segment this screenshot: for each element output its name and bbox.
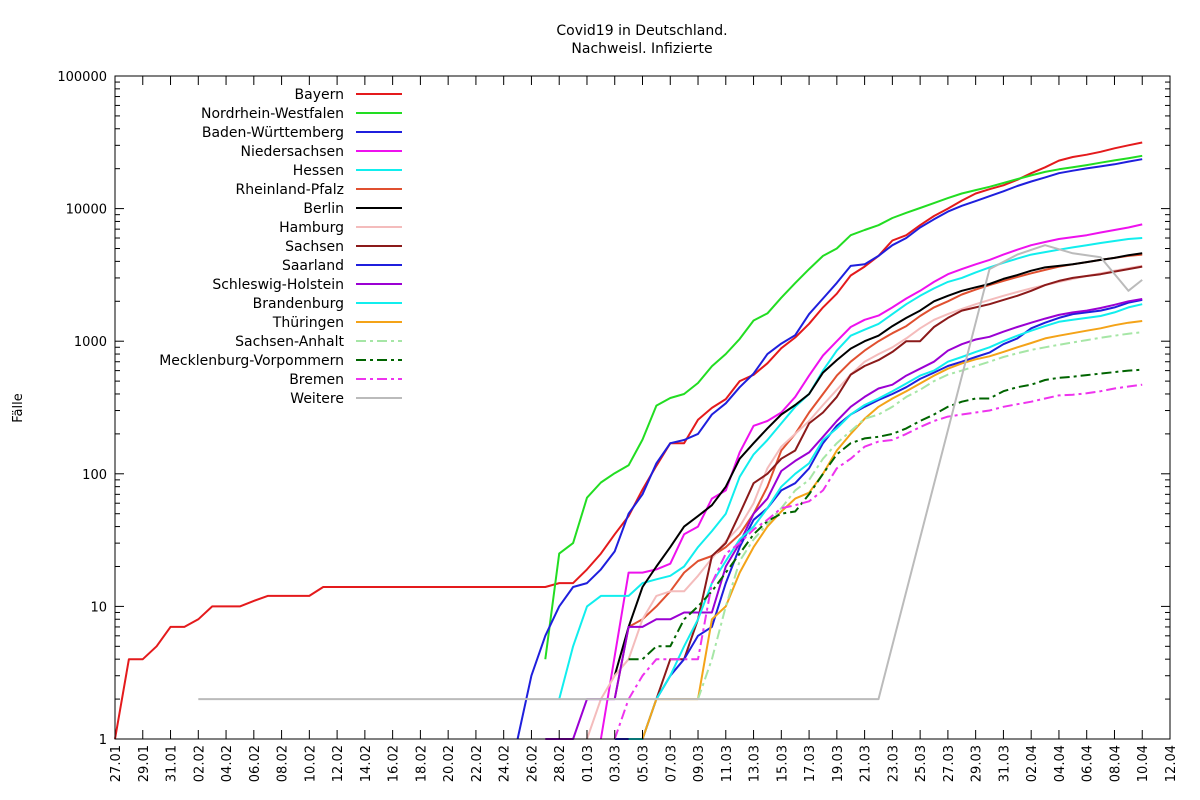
plot-frame bbox=[114, 75, 1171, 740]
x-tick-label: 01.03 bbox=[581, 745, 596, 782]
x-tick-label: 26.02 bbox=[525, 745, 540, 782]
x-tick-label: 20.02 bbox=[442, 745, 457, 782]
x-tick-label: 06.04 bbox=[1081, 745, 1096, 782]
x-tick-label: 31.03 bbox=[997, 745, 1012, 782]
x-tick-label: 08.04 bbox=[1108, 745, 1123, 782]
x-tick-label: 13.03 bbox=[748, 745, 763, 782]
x-tick-label: 10.02 bbox=[303, 745, 318, 782]
chart-title: Covid19 in Deutschland. bbox=[556, 23, 727, 39]
x-tick-label: 06.02 bbox=[248, 745, 263, 782]
x-tick-label: 11.03 bbox=[720, 745, 735, 782]
legend-label: Sachsen bbox=[285, 239, 344, 255]
x-tick-label: 02.04 bbox=[1025, 745, 1040, 782]
series-line-sachsen-anhalt bbox=[697, 331, 1143, 700]
plot-area bbox=[114, 141, 1143, 740]
legend-label: Niedersachsen bbox=[241, 144, 344, 160]
x-tick-label: 29.01 bbox=[137, 745, 152, 782]
legend-label: Schleswig-Holstein bbox=[212, 277, 344, 293]
x-tick-label: 12.02 bbox=[331, 745, 346, 782]
x-tick-label: 25.03 bbox=[914, 745, 929, 782]
series-line-th-ringen bbox=[641, 320, 1143, 740]
series-line-bremen bbox=[613, 383, 1143, 740]
legend-label: Brandenburg bbox=[253, 296, 344, 312]
x-tick-label: 02.02 bbox=[192, 745, 207, 782]
x-tick-label: 15.03 bbox=[775, 745, 790, 782]
series-line-rheinland-pfalz bbox=[613, 253, 1143, 700]
y-axis-label: Fälle bbox=[11, 393, 26, 422]
series-line-niedersachsen bbox=[599, 223, 1143, 740]
x-tick-label: 19.03 bbox=[831, 745, 846, 782]
x-tick-label: 09.03 bbox=[692, 745, 707, 782]
x-tick-label: 31.01 bbox=[165, 745, 180, 782]
x-tick-label: 28.02 bbox=[553, 745, 568, 782]
legend-label: Hessen bbox=[293, 163, 344, 179]
legend-label: Bayern bbox=[295, 87, 344, 103]
x-tick-label: 27.01 bbox=[109, 745, 124, 782]
chart-subtitle: Nachweisl. Infizierte bbox=[571, 41, 712, 57]
y-tick-label: 10000 bbox=[66, 203, 107, 218]
x-tick-label: 14.02 bbox=[359, 745, 374, 782]
x-tick-label: 03.03 bbox=[609, 745, 624, 782]
series-line-berlin bbox=[613, 252, 1143, 676]
series-line-bayern bbox=[114, 141, 1143, 740]
y-axis: 1 10 100 1000 10000 100000 bbox=[57, 70, 1170, 748]
legend-label: Rheinland-Pfalz bbox=[236, 182, 344, 198]
y-tick-label: 100 bbox=[82, 468, 107, 483]
y-tick-label: 100000 bbox=[57, 70, 107, 85]
x-tick-label: 23.03 bbox=[886, 745, 901, 782]
series-line-weitere bbox=[198, 244, 1143, 701]
x-tick-label: 16.02 bbox=[387, 745, 402, 782]
x-axis: 27.01 29.01 31.01 02.02 04.02 06.02 08.02 10.02… bbox=[109, 76, 1179, 782]
series-line-schleswig-holstein bbox=[545, 298, 1143, 740]
series-line-saarland bbox=[614, 298, 1143, 740]
x-tick-label: 21.03 bbox=[859, 745, 874, 782]
y-tick-label: 10 bbox=[90, 600, 107, 615]
x-tick-label: 12.04 bbox=[1164, 745, 1179, 782]
y-tick-label: 1000 bbox=[74, 335, 107, 350]
x-tick-label: 10.04 bbox=[1136, 745, 1151, 782]
series-line-hamburg bbox=[586, 264, 1143, 740]
x-tick-label: 17.03 bbox=[803, 745, 818, 782]
x-tick-label: 07.03 bbox=[664, 745, 679, 782]
legend-label: Mecklenburg-Vorpommern bbox=[159, 353, 344, 369]
series-line-hessen bbox=[558, 237, 1143, 700]
x-tick-label: 27.03 bbox=[942, 745, 957, 782]
legend-label: Saarland bbox=[282, 258, 344, 274]
series-line-nordrhein-westfalen bbox=[544, 154, 1143, 660]
series-line-mecklenburg-vorpommern bbox=[628, 368, 1143, 661]
x-tick-label: 08.02 bbox=[276, 745, 291, 782]
legend-label: Nordrhein-Westfalen bbox=[201, 106, 344, 122]
x-tick-label: 29.03 bbox=[970, 745, 985, 782]
x-tick-label: 22.02 bbox=[470, 745, 485, 782]
legend-label: Bremen bbox=[289, 372, 344, 388]
legend-label: Sachsen-Anhalt bbox=[235, 334, 344, 350]
x-tick-label: 04.04 bbox=[1053, 745, 1068, 782]
series-line-sachsen bbox=[655, 265, 1143, 700]
x-tick-label: 18.02 bbox=[414, 745, 429, 782]
series-line-baden-w-rttemberg bbox=[516, 158, 1143, 740]
x-tick-label: 05.03 bbox=[637, 745, 652, 782]
legend-label: Weitere bbox=[290, 391, 344, 407]
legend-label: Berlin bbox=[303, 201, 344, 217]
legend: Bayern Nordrhein-Westfalen Baden-Württembe… bbox=[159, 87, 402, 407]
x-tick-label: 04.02 bbox=[220, 745, 235, 782]
x-tick-label: 24.02 bbox=[498, 745, 513, 782]
legend-label: Thüringen bbox=[272, 315, 344, 331]
legend-label: Baden-Württemberg bbox=[202, 125, 344, 141]
y-tick-label: 1 bbox=[99, 733, 107, 748]
legend-label: Hamburg bbox=[279, 220, 344, 236]
